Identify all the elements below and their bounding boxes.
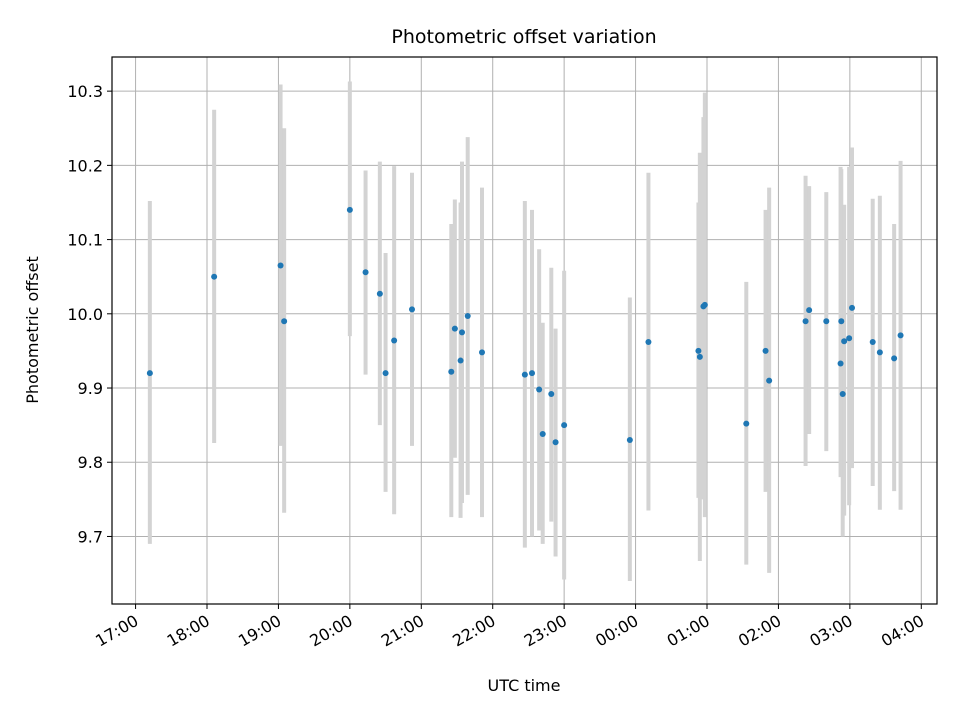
data-point: [645, 339, 652, 346]
data-point: [823, 318, 830, 325]
data-point: [479, 349, 485, 356]
data-point: [346, 206, 353, 213]
y-tick-label: 10.3: [67, 82, 103, 101]
data-point: [362, 269, 369, 276]
data-point: [529, 370, 535, 377]
data-point: [277, 262, 284, 269]
data-point: [869, 339, 876, 346]
data-point: [762, 347, 769, 354]
data-point: [891, 355, 898, 362]
data-point: [701, 301, 708, 308]
y-axis-label: Photometric offset: [23, 256, 42, 404]
data-point: [382, 370, 389, 377]
data-point: [846, 335, 853, 342]
y-tick-label: 9.8: [78, 453, 103, 472]
data-point: [806, 307, 813, 314]
data-point: [876, 349, 883, 356]
y-tick-label: 10.0: [67, 305, 103, 324]
data-point: [802, 318, 809, 325]
data-point: [837, 360, 844, 367]
data-point: [391, 337, 398, 344]
data-point: [448, 368, 455, 375]
data-points: [146, 206, 904, 446]
data-point: [561, 422, 568, 429]
y-tick-label: 9.7: [78, 527, 103, 546]
data-point: [459, 329, 465, 336]
data-point: [626, 436, 633, 443]
x-axis-label: UTC time: [488, 676, 561, 695]
y-tick-label: 10.2: [67, 156, 103, 175]
data-point: [838, 318, 845, 325]
y-axis-ticks: 9.7 9.8 9.9 10.0 10.1 10.2 10.3: [67, 82, 112, 546]
plot-frame: [111, 56, 938, 605]
data-point: [552, 439, 559, 446]
data-point: [457, 357, 464, 364]
data-point: [539, 431, 546, 438]
data-point: [451, 325, 458, 332]
data-point: [849, 304, 855, 311]
data-point: [766, 377, 773, 384]
data-point: [695, 347, 702, 354]
y-tick-label: 9.9: [78, 379, 103, 398]
data-point: [146, 370, 153, 377]
data-point: [743, 420, 750, 427]
data-point: [548, 390, 555, 397]
y-tick-label: 10.1: [67, 231, 103, 250]
data-point: [839, 390, 846, 397]
data-point: [376, 290, 383, 297]
data-point: [897, 332, 904, 339]
data-point: [281, 318, 288, 325]
data-point: [521, 371, 528, 378]
data-point: [211, 273, 218, 280]
data-point: [409, 306, 415, 313]
data-point: [536, 386, 543, 393]
data-point: [696, 353, 703, 360]
data-point: [464, 313, 471, 320]
data-point: [841, 338, 848, 345]
chart-title: Photometric offset variation: [391, 26, 656, 48]
